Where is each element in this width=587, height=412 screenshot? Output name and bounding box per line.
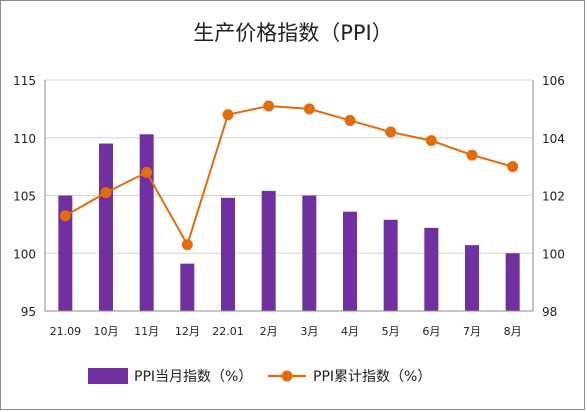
x-tick-label: 4月 bbox=[341, 325, 359, 338]
legend-line-marker bbox=[281, 370, 293, 382]
left-tick-label: 115 bbox=[13, 74, 36, 88]
bar bbox=[99, 143, 113, 311]
line-series bbox=[59, 100, 519, 251]
x-tick-label: 12月 bbox=[175, 325, 200, 338]
legend-bar-label: PPI当月指数（%） bbox=[134, 369, 252, 385]
bar bbox=[261, 190, 276, 311]
left-tick-label: 100 bbox=[13, 247, 36, 261]
legend-bar-swatch bbox=[88, 368, 128, 384]
x-tick-label: 7月 bbox=[463, 325, 481, 338]
line-point bbox=[466, 149, 478, 161]
bar bbox=[139, 134, 154, 311]
line-point bbox=[59, 210, 71, 222]
bar bbox=[180, 263, 195, 311]
bar bbox=[383, 219, 398, 311]
bar-series bbox=[58, 134, 520, 311]
line-point bbox=[141, 166, 153, 178]
left-tick-label: 105 bbox=[13, 190, 36, 204]
bar bbox=[58, 195, 73, 311]
line-point bbox=[100, 187, 112, 199]
left-axis-ticks: 95 100 105 110 115 bbox=[13, 74, 36, 319]
right-tick-label: 104 bbox=[542, 132, 565, 146]
line-point bbox=[263, 100, 275, 112]
line-point bbox=[303, 103, 315, 115]
series-line bbox=[64, 104, 513, 248]
line-point bbox=[507, 161, 519, 173]
x-tick-label: 11月 bbox=[134, 325, 159, 338]
x-axis-ticks: 21.09 10月 11月 12月 22.01 2月 3月 4月 5月 6月 7月 8月 bbox=[50, 325, 522, 338]
gridlines bbox=[45, 79, 533, 312]
legend: PPI当月指数（%） PPI累计指数（%） bbox=[88, 368, 431, 385]
right-axis-ticks: 98 100 102 104 106 bbox=[542, 74, 565, 319]
axes bbox=[44, 80, 534, 312]
x-tick-label: 6月 bbox=[422, 325, 440, 338]
bar bbox=[424, 227, 439, 311]
line-point bbox=[425, 135, 437, 147]
chart-title: 生产价格指数（PPI） bbox=[193, 21, 393, 45]
x-tick-label: 3月 bbox=[300, 325, 318, 338]
x-tick-label: 2月 bbox=[260, 325, 278, 338]
right-tick-label: 98 bbox=[542, 305, 557, 319]
line-point bbox=[222, 109, 234, 121]
line-point bbox=[181, 239, 193, 251]
right-tick-label: 102 bbox=[542, 190, 565, 204]
right-tick-label: 100 bbox=[542, 247, 565, 261]
bar bbox=[221, 197, 235, 311]
bar bbox=[302, 195, 317, 311]
left-tick-label: 110 bbox=[13, 132, 36, 146]
bar bbox=[505, 253, 520, 311]
bar bbox=[343, 211, 357, 311]
x-tick-label: 5月 bbox=[382, 325, 400, 338]
x-tick-label: 10月 bbox=[94, 325, 119, 338]
legend-line-label: PPI累计指数（%） bbox=[313, 369, 431, 385]
left-tick-label: 95 bbox=[21, 305, 36, 319]
right-tick-label: 106 bbox=[542, 74, 565, 88]
line-point bbox=[385, 126, 397, 138]
bar bbox=[465, 245, 479, 311]
x-tick-label: 8月 bbox=[504, 325, 522, 338]
x-tick-label: 21.09 bbox=[50, 325, 82, 338]
x-tick-label: 22.01 bbox=[212, 325, 244, 338]
line-point bbox=[344, 114, 356, 126]
